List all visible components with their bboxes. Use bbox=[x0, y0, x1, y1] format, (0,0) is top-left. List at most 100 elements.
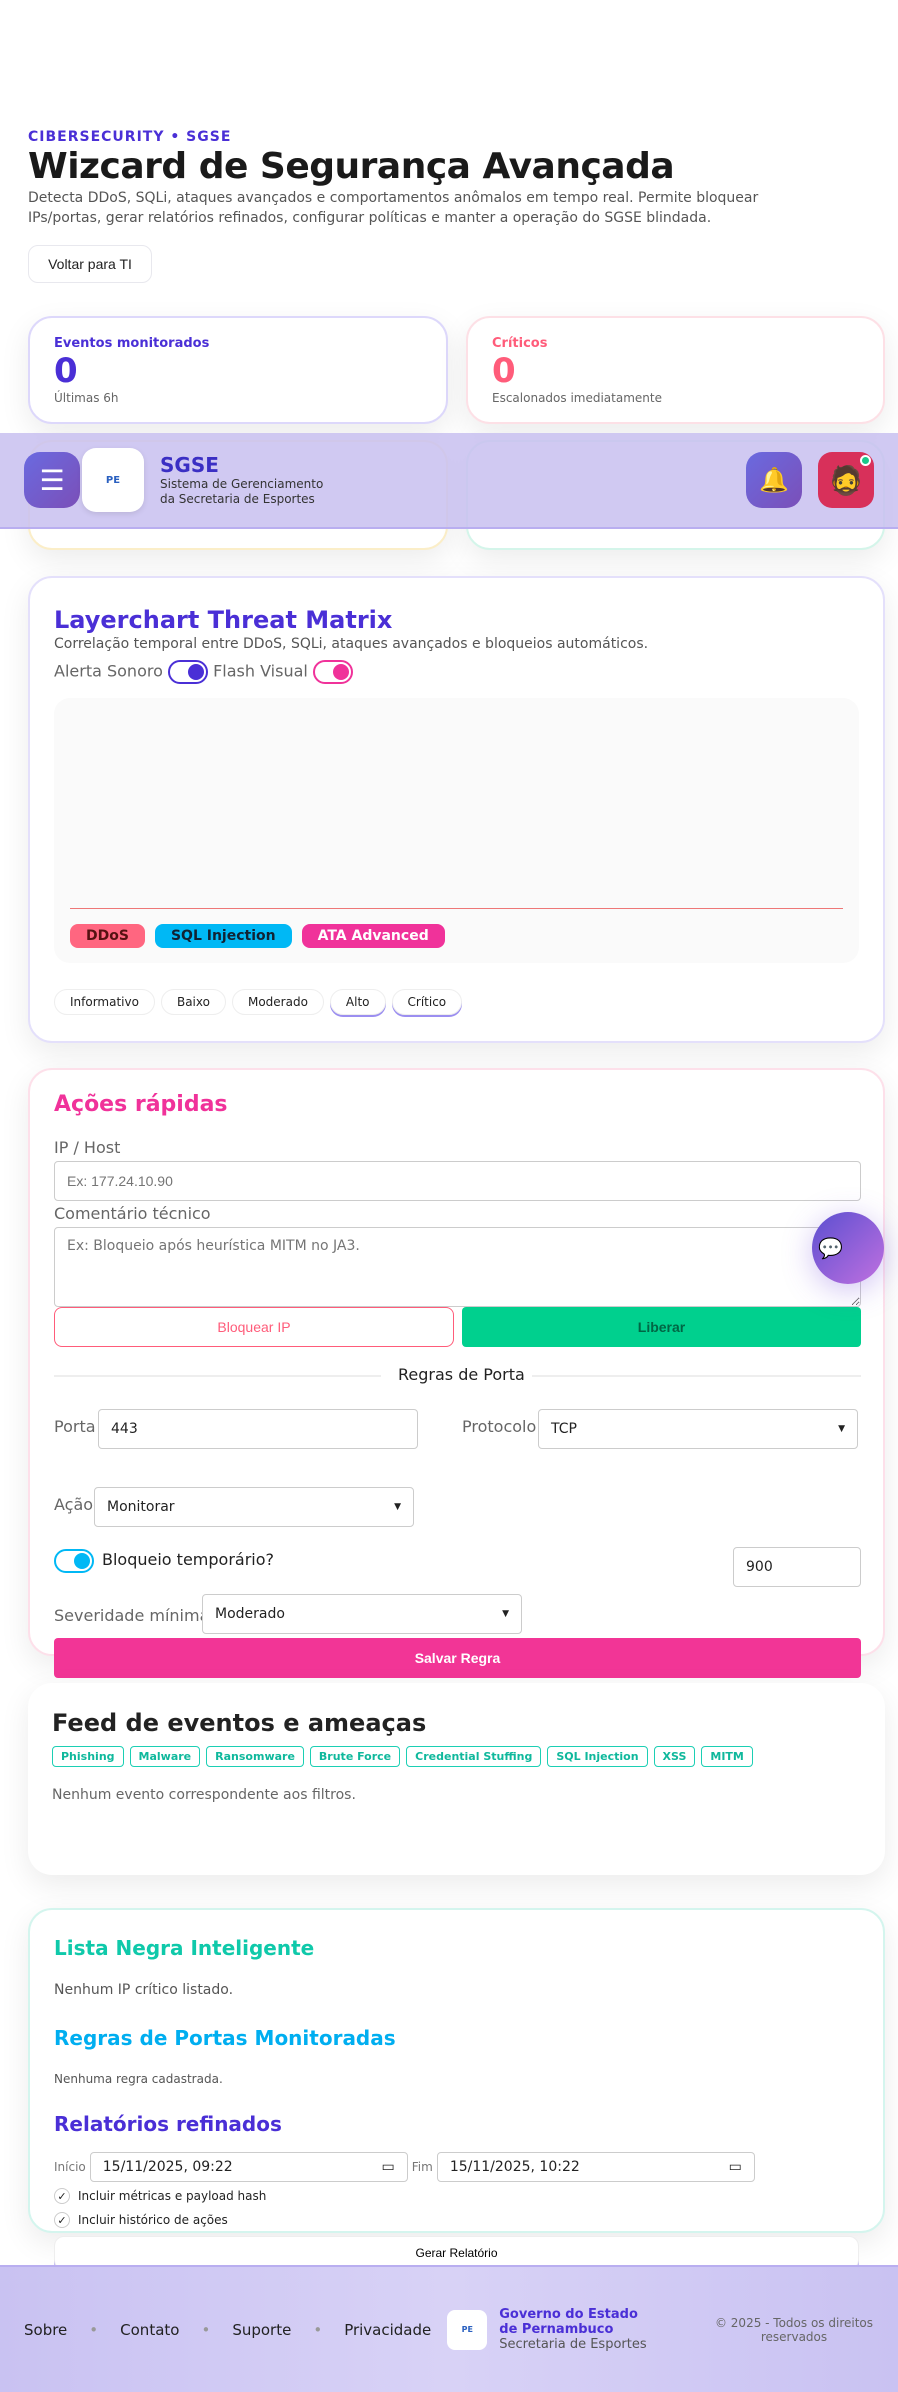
rules-title: Regras de Porta bbox=[398, 1365, 525, 1384]
caret-down-icon: ▼ bbox=[838, 1424, 845, 1434]
metrics-label: Incluir métricas e payload hash bbox=[78, 2189, 267, 2203]
comment-label: Comentário técnico bbox=[54, 1204, 211, 1223]
legend-sql-injection[interactable]: SQL Injection bbox=[154, 924, 292, 948]
calendar-icon[interactable]: ▭ bbox=[381, 2159, 395, 2175]
severity-filter[interactable]: Informativo bbox=[54, 989, 155, 1015]
footer-link-contato[interactable]: Contato bbox=[120, 2320, 180, 2339]
metrics-checkbox[interactable]: ✓ bbox=[54, 2188, 70, 2204]
temp-duration-input[interactable]: 900 bbox=[733, 1547, 861, 1587]
stat-card-events: Eventos monitorados 0 Últimas 6h bbox=[28, 316, 448, 424]
sound-alert-label: Alerta Sonoro bbox=[54, 661, 163, 681]
port-label: Porta bbox=[54, 1417, 96, 1436]
stat-label: Eventos monitorados bbox=[54, 336, 210, 351]
action-label: Ação bbox=[54, 1495, 94, 1514]
copyright: © 2025 - Todos os direitos reservados bbox=[714, 2315, 873, 2344]
legend-ddos[interactable]: DDoS bbox=[70, 924, 145, 948]
save-rule-button[interactable]: Salvar Regra bbox=[54, 1638, 861, 1678]
footer-link-privacidade[interactable]: Privacidade bbox=[344, 2320, 432, 2339]
caret-down-icon: ▼ bbox=[394, 1502, 401, 1512]
flash-visual-label: Flash Visual bbox=[213, 661, 308, 681]
severity-value: Moderado bbox=[215, 1606, 285, 1622]
chart-baseline bbox=[70, 908, 843, 909]
protocol-label: Protocolo bbox=[462, 1417, 537, 1436]
severity-filter[interactable]: Baixo bbox=[160, 989, 226, 1015]
release-button[interactable]: Liberar bbox=[462, 1307, 861, 1347]
menu-icon[interactable]: ☰ bbox=[24, 452, 80, 508]
ports-empty: Nenhuma regra cadastrada. bbox=[54, 2072, 223, 2086]
avatar[interactable]: 🧔 bbox=[818, 452, 874, 508]
start-date-value: 15/11/2025, 09:22 bbox=[102, 2159, 233, 2175]
stat-value: 0 bbox=[54, 351, 78, 391]
protocol-select[interactable]: TCP ▼ bbox=[538, 1409, 858, 1449]
threat-matrix-card: Layerchart Threat Matrix Correlação temp… bbox=[28, 576, 885, 1043]
feed-tag[interactable]: Brute Force bbox=[309, 1746, 401, 1767]
chart-area: DDoS SQL Injection ATA Advanced bbox=[54, 698, 859, 963]
footer-dept: Secretaria de Esportes bbox=[499, 2337, 647, 2352]
footer: Sobre • Contato • Suporte • Privacidade PE … bbox=[0, 2265, 898, 2392]
top-header: ☰ PE SGSE Sistema de Gerenciamento da Se… bbox=[0, 433, 898, 529]
feed-title: Feed de eventos e ameaças bbox=[52, 1709, 427, 1737]
severity-select[interactable]: Moderado ▼ bbox=[202, 1594, 522, 1634]
stat-sub: Escalonados imediatamente bbox=[492, 391, 662, 405]
end-date-input[interactable]: 15/11/2025, 10:22 ▭ bbox=[436, 2152, 755, 2182]
matrix-subtitle: Correlação temporal entre DDoS, SQLi, at… bbox=[54, 636, 649, 652]
feed-tag[interactable]: Ransomware bbox=[206, 1746, 304, 1767]
intel-card: Lista Negra Inteligente Nenhum IP crític… bbox=[28, 1908, 885, 2270]
actions-title: Ações rápidas bbox=[54, 1092, 228, 1117]
feed-tag[interactable]: MITM bbox=[701, 1746, 753, 1767]
footer-link-sobre[interactable]: Sobre bbox=[24, 2320, 68, 2339]
severity-filter[interactable]: Alto bbox=[329, 989, 386, 1015]
start-label: Início bbox=[54, 2160, 86, 2174]
caret-down-icon: ▼ bbox=[502, 1609, 509, 1619]
blacklist-empty: Nenhum IP crítico listado. bbox=[54, 1982, 234, 1998]
footer-logo: PE bbox=[447, 2309, 488, 2350]
stat-sub: Últimas 6h bbox=[54, 391, 119, 405]
divider bbox=[532, 1375, 861, 1377]
end-label: Fim bbox=[411, 2160, 433, 2174]
severity-filter[interactable]: Moderado bbox=[231, 989, 324, 1015]
chat-icon[interactable]: 💬 bbox=[812, 1212, 884, 1284]
eyebrow: CIBERSECURITY • SGSE bbox=[28, 129, 232, 145]
sound-alert-toggle[interactable] bbox=[167, 660, 208, 684]
feed-card: Feed de eventos e ameaças Phishing Malwar… bbox=[28, 1683, 885, 1875]
quick-actions-card: Ações rápidas IP / Host Comentário técni… bbox=[28, 1068, 885, 1678]
action-value: Monitorar bbox=[107, 1499, 175, 1515]
legend-ata-advanced[interactable]: ATA Advanced bbox=[301, 924, 445, 948]
footer-org: Governo do Estado de Pernambuco bbox=[499, 2307, 638, 2337]
block-ip-button[interactable]: Bloquear IP bbox=[54, 1307, 454, 1347]
temp-block-label: Bloqueio temporário? bbox=[102, 1550, 275, 1569]
start-date-input[interactable]: 15/11/2025, 09:22 ▭ bbox=[89, 2152, 408, 2182]
online-status-icon bbox=[860, 455, 871, 466]
feed-tag[interactable]: Malware bbox=[129, 1746, 201, 1767]
protocol-value: TCP bbox=[551, 1421, 577, 1437]
end-date-value: 15/11/2025, 10:22 bbox=[449, 2159, 580, 2175]
divider bbox=[54, 1375, 381, 1377]
history-label: Incluir histórico de ações bbox=[78, 2213, 228, 2227]
feed-tag[interactable]: SQL Injection bbox=[547, 1746, 648, 1767]
severity-filter[interactable]: Crítico bbox=[391, 989, 463, 1015]
temp-block-toggle[interactable] bbox=[54, 1549, 94, 1573]
footer-link-suporte[interactable]: Suporte bbox=[232, 2320, 292, 2339]
ip-input[interactable] bbox=[54, 1161, 861, 1201]
feed-tag[interactable]: Phishing bbox=[52, 1746, 124, 1767]
stat-label: Críticos bbox=[492, 336, 548, 351]
flash-visual-toggle[interactable] bbox=[312, 660, 353, 684]
history-checkbox[interactable]: ✓ bbox=[54, 2212, 70, 2228]
matrix-title: Layerchart Threat Matrix bbox=[54, 606, 393, 634]
page-description: Detecta DDoS, SQLi, ataques avançados e … bbox=[28, 190, 759, 226]
comment-textarea[interactable] bbox=[54, 1227, 861, 1307]
feed-empty: Nenhum evento correspondente aos filtros… bbox=[52, 1787, 356, 1803]
action-select[interactable]: Monitorar ▼ bbox=[94, 1487, 414, 1527]
back-button[interactable]: Voltar para TI bbox=[28, 245, 152, 283]
app-subtitle: Sistema de Gerenciamento da Secretaria d… bbox=[160, 477, 324, 506]
severity-label: Severidade mínima bbox=[54, 1606, 210, 1625]
feed-tag[interactable]: Credential Stuffing bbox=[406, 1746, 542, 1767]
blacklist-title: Lista Negra Inteligente bbox=[54, 1936, 315, 1960]
stat-card-critical: Críticos 0 Escalonados imediatamente bbox=[466, 316, 885, 424]
bell-icon[interactable]: 🔔 bbox=[746, 452, 802, 508]
calendar-icon[interactable]: ▭ bbox=[728, 2159, 742, 2175]
feed-tag[interactable]: XSS bbox=[653, 1746, 696, 1767]
page-title: Wizcard de Segurança Avançada bbox=[28, 146, 675, 187]
logo: PE bbox=[82, 448, 144, 512]
port-input[interactable]: 443 bbox=[98, 1409, 418, 1449]
